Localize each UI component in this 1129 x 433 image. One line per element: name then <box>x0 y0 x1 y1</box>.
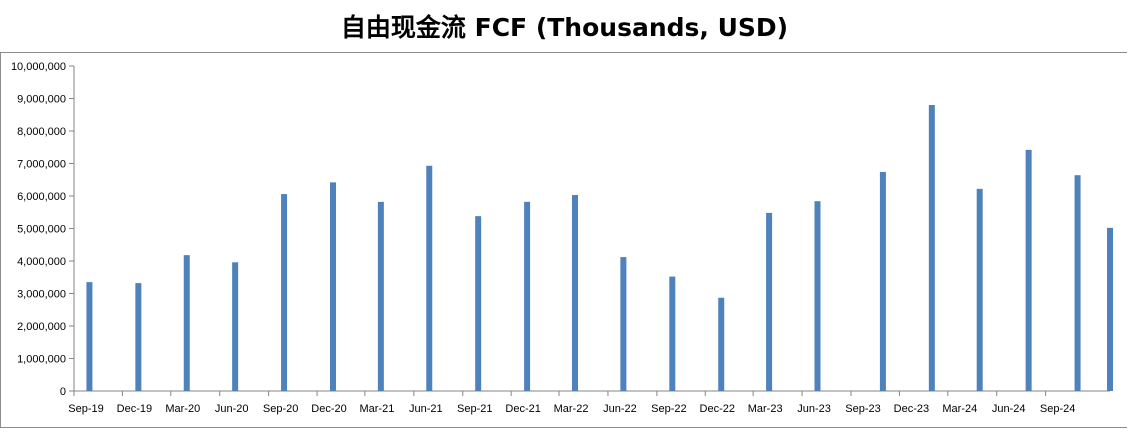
bar <box>669 276 676 391</box>
x-tick-label: Dec-22 <box>700 403 735 415</box>
bar <box>426 165 433 391</box>
x-tick-label: Dec-19 <box>117 403 152 415</box>
x-tick-label: Mar-20 <box>165 403 200 415</box>
bar <box>571 195 578 391</box>
x-tick-label: Sep-21 <box>457 403 492 415</box>
x-tick-label: Mar-21 <box>359 403 394 415</box>
y-tick-label: 9,000,000 <box>17 94 66 106</box>
bar <box>1107 227 1113 391</box>
x-tick-label: Mar-24 <box>942 403 977 415</box>
bar <box>524 201 531 391</box>
bar <box>620 257 627 391</box>
x-tick-label: Jun-20 <box>215 403 249 415</box>
bar <box>377 201 384 391</box>
x-tick-label: Mar-22 <box>554 403 589 415</box>
bar <box>183 255 190 391</box>
x-tick-label: Dec-21 <box>505 403 540 415</box>
y-tick-label: 5,000,000 <box>17 224 66 236</box>
bar <box>1025 149 1032 391</box>
y-tick-label: 10,000,000 <box>11 61 66 73</box>
y-tick-label: 4,000,000 <box>17 256 66 268</box>
x-tick-label: Dec-23 <box>894 403 929 415</box>
bar <box>330 182 336 391</box>
x-tick-label: Jun-21 <box>409 403 443 415</box>
bar <box>475 216 482 391</box>
x-tick-label: Sep-24 <box>1040 403 1075 415</box>
chart-title: 自由现金流 FCF (Thousands, USD) <box>340 13 789 42</box>
bar <box>814 201 821 391</box>
bar <box>879 171 886 391</box>
y-tick-label: 3,000,000 <box>17 289 66 301</box>
bar <box>976 188 983 391</box>
bar <box>928 105 935 391</box>
bar <box>281 194 288 391</box>
x-tick-label: Mar-23 <box>748 403 783 415</box>
x-tick-label: Sep-19 <box>68 403 103 415</box>
plot-border <box>0 52 1127 428</box>
y-tick-label: 8,000,000 <box>17 126 66 138</box>
bar <box>766 212 773 391</box>
bar <box>1074 175 1081 391</box>
x-tick-label: Jun-24 <box>992 403 1026 415</box>
y-tick-label: 0 <box>60 386 66 398</box>
x-tick-label: Jun-23 <box>797 403 831 415</box>
bar <box>232 262 239 391</box>
x-tick-label: Jun-22 <box>603 403 637 415</box>
y-tick-label: 6,000,000 <box>17 191 66 203</box>
x-tick-label: Dec-20 <box>311 403 346 415</box>
y-tick-label: 7,000,000 <box>17 159 66 171</box>
bar <box>718 297 725 391</box>
y-tick-label: 2,000,000 <box>17 321 66 333</box>
x-tick-label: Sep-23 <box>845 403 880 415</box>
x-tick-label: Sep-22 <box>651 403 686 415</box>
x-tick-label: Sep-20 <box>263 403 298 415</box>
bar <box>135 283 142 391</box>
y-tick-label: 1,000,000 <box>17 354 66 366</box>
bar <box>86 282 93 391</box>
